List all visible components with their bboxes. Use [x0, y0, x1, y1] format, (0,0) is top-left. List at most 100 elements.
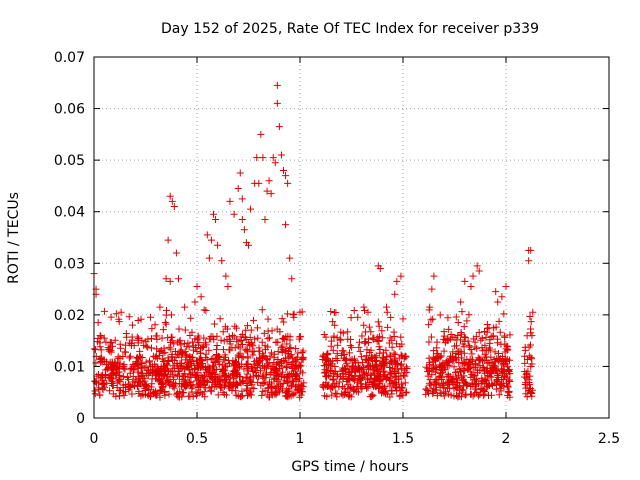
- data-point: [215, 380, 223, 388]
- data-point: [380, 349, 388, 357]
- data-point: [285, 385, 293, 393]
- data-point: [457, 298, 465, 306]
- data-point: [399, 315, 407, 323]
- data-point: [167, 339, 175, 347]
- data-point: [331, 367, 339, 375]
- data-point: [526, 313, 534, 321]
- data-point: [286, 370, 294, 378]
- data-point: [193, 348, 201, 356]
- data-point: [160, 344, 168, 352]
- data-point: [368, 393, 376, 401]
- data-point: [197, 356, 205, 364]
- data-point: [498, 293, 506, 301]
- data-point: [492, 288, 500, 296]
- data-point: [165, 343, 173, 351]
- data-point: [100, 307, 108, 315]
- data-point: [167, 345, 175, 353]
- data-point: [444, 362, 452, 370]
- data-point: [96, 343, 104, 351]
- data-point: [526, 372, 534, 380]
- data-point: [205, 254, 213, 262]
- y-tick-label: 0.03: [54, 256, 85, 272]
- data-point: [159, 326, 167, 334]
- data-point: [358, 358, 366, 366]
- data-point: [253, 372, 261, 380]
- data-point: [208, 383, 216, 391]
- data-point: [323, 393, 331, 401]
- data-point: [478, 374, 486, 382]
- data-point: [115, 392, 123, 400]
- data-point: [280, 166, 288, 174]
- data-point: [379, 362, 387, 370]
- data-point: [383, 303, 391, 311]
- data-point: [499, 376, 507, 384]
- data-point: [299, 347, 307, 355]
- data-point: [267, 388, 275, 396]
- data-point: [433, 376, 441, 384]
- data-point: [440, 361, 448, 369]
- data-point: [444, 314, 452, 322]
- data-point: [489, 361, 497, 369]
- data-point: [169, 383, 177, 391]
- data-point: [425, 321, 433, 329]
- data-point: [398, 340, 406, 348]
- data-point: [140, 341, 148, 349]
- data-point: [472, 361, 480, 369]
- data-point: [397, 272, 405, 280]
- data-point: [97, 333, 105, 341]
- data-point: [169, 371, 177, 379]
- data-point: [333, 357, 341, 365]
- data-point: [338, 390, 346, 398]
- data-point: [137, 392, 145, 400]
- data-point: [430, 355, 438, 363]
- data-point: [207, 355, 215, 363]
- data-point: [231, 322, 239, 330]
- data-point: [379, 358, 386, 366]
- data-point: [273, 99, 281, 107]
- data-point: [521, 368, 529, 376]
- y-tick-label: 0.07: [54, 50, 85, 66]
- data-point: [386, 334, 394, 342]
- data-point: [178, 375, 186, 383]
- y-tick-label: 0: [76, 411, 85, 427]
- data-point: [120, 362, 128, 370]
- data-point: [219, 328, 227, 336]
- data-point: [473, 262, 481, 270]
- data-point: [344, 335, 352, 343]
- data-point: [277, 151, 285, 159]
- data-point: [210, 320, 218, 328]
- data-point: [170, 340, 178, 348]
- x-tick-label: 1.5: [392, 431, 414, 447]
- data-point: [458, 308, 466, 316]
- data-point: [345, 385, 353, 393]
- data-point: [281, 374, 289, 382]
- data-point: [185, 343, 193, 351]
- data-point: [295, 335, 303, 343]
- data-point: [295, 381, 303, 389]
- data-point: [109, 381, 117, 389]
- data-point: [253, 154, 261, 162]
- data-point: [188, 388, 196, 396]
- data-point: [191, 373, 199, 381]
- data-point: [280, 335, 288, 343]
- data-point: [113, 379, 121, 387]
- data-point: [492, 358, 500, 366]
- data-point: [226, 379, 234, 387]
- data-point: [380, 388, 388, 396]
- data-point: [443, 373, 451, 381]
- data-point: [91, 387, 99, 395]
- data-point: [111, 336, 119, 344]
- data-point: [271, 159, 279, 167]
- data-point: [475, 328, 483, 336]
- data-point: [112, 392, 120, 400]
- data-point: [114, 354, 122, 362]
- data-point: [231, 357, 239, 365]
- data-point: [501, 340, 509, 348]
- data-point: [119, 389, 127, 397]
- data-point: [522, 390, 530, 398]
- data-point: [192, 343, 200, 351]
- data-point: [288, 275, 296, 283]
- data-point: [474, 369, 482, 377]
- data-point: [211, 370, 219, 378]
- data-point: [375, 322, 383, 330]
